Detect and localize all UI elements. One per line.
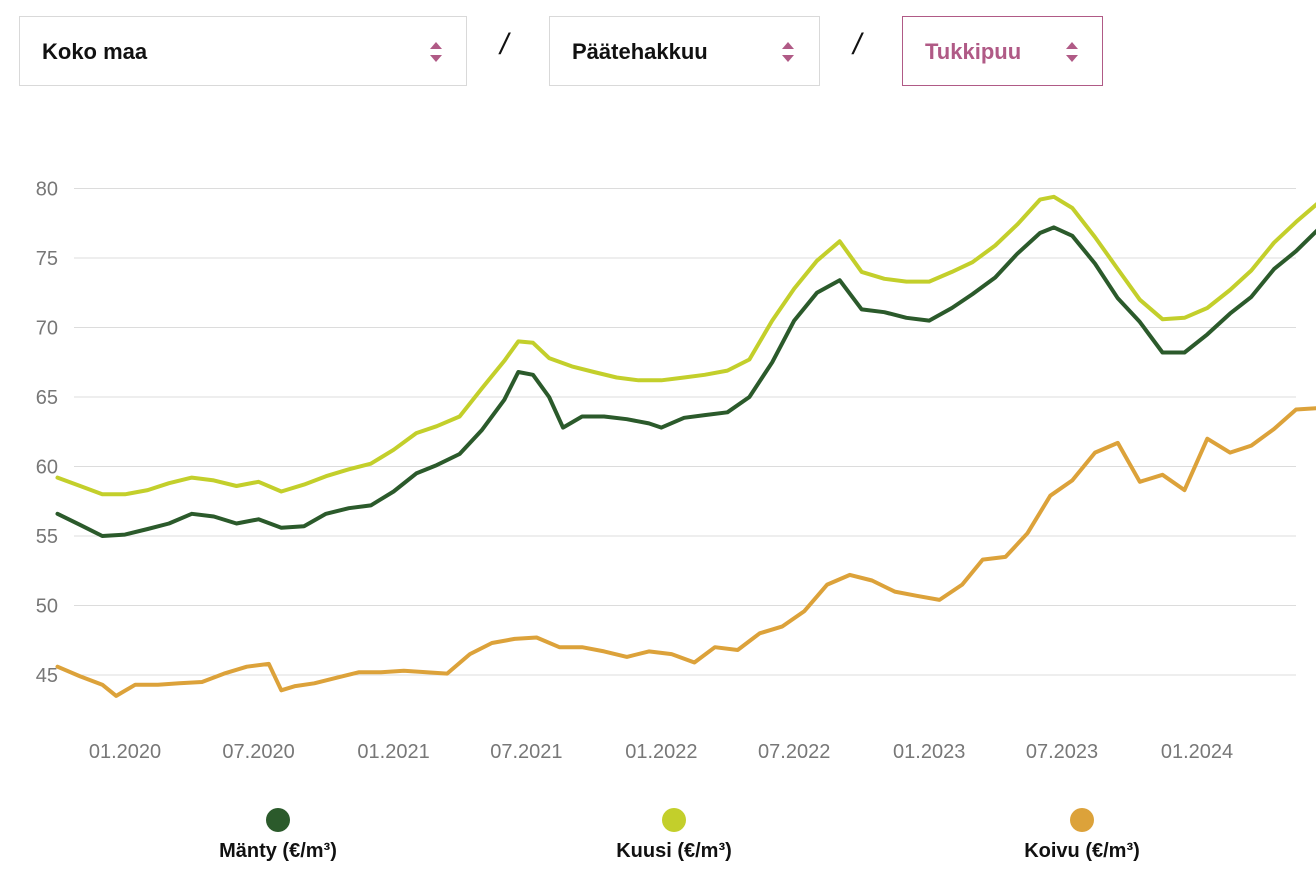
breadcrumb-separator: /: [853, 28, 862, 61]
x-tick-label: 07.2023: [1026, 741, 1098, 763]
y-tick-label: 75: [36, 248, 58, 270]
x-tick-label: 01.2021: [357, 741, 429, 763]
x-tick-label: 01.2023: [893, 741, 965, 763]
assortment-select-value: Tukkipuu: [925, 39, 1022, 64]
y-tick-label: 45: [36, 665, 58, 687]
y-tick-label: 50: [36, 596, 58, 618]
x-tick-label: 07.2021: [490, 741, 562, 763]
sort-arrows-icon: [1066, 42, 1078, 62]
legend-item-manty[interactable]: Mänty (€/m³): [158, 808, 398, 863]
cut-type-select-value: Päätehakkuu: [572, 39, 708, 64]
y-tick-label: 60: [36, 457, 58, 479]
x-tick-label: 07.2020: [222, 741, 294, 763]
breadcrumb-separator: /: [500, 28, 509, 61]
cut-type-select[interactable]: Päätehakkuu: [549, 16, 820, 86]
y-tick-label: 80: [36, 179, 58, 201]
sort-arrows-icon: [782, 42, 794, 62]
y-tick-label: 70: [36, 318, 58, 340]
series-line-manty: [55, 225, 1316, 538]
x-tick-label: 07.2022: [758, 741, 830, 763]
x-tick-label: 01.2020: [89, 741, 161, 763]
legend-dot-manty: [266, 808, 290, 832]
x-tick-label: 01.2024: [1161, 741, 1233, 763]
y-tick-label: 55: [36, 526, 58, 548]
x-tick-label: 01.2022: [625, 741, 697, 763]
series-line-koivu: [55, 406, 1316, 698]
price-line-chart: 45 50 55 60 65 70 75 80 01.2020 07.2020 01.2021 07.…: [36, 179, 1316, 763]
legend-item-kuusi[interactable]: Kuusi (€/m³): [554, 808, 794, 863]
legend-label-koivu: Koivu (€/m³): [1024, 840, 1140, 862]
sort-arrows-icon: [430, 42, 442, 62]
y-tick-label: 65: [36, 387, 58, 409]
legend-label-manty: Mänty (€/m³): [219, 840, 337, 862]
series-line-kuusi: [55, 194, 1316, 497]
legend-dot-koivu: [1070, 808, 1094, 832]
legend-label-kuusi: Kuusi (€/m³): [616, 840, 732, 862]
assortment-select[interactable]: Tukkipuu: [902, 16, 1103, 86]
region-select[interactable]: Koko maa: [19, 16, 467, 86]
legend-item-koivu[interactable]: Koivu (€/m³): [962, 808, 1202, 863]
legend-dot-kuusi: [662, 808, 686, 832]
region-select-value: Koko maa: [42, 39, 148, 64]
